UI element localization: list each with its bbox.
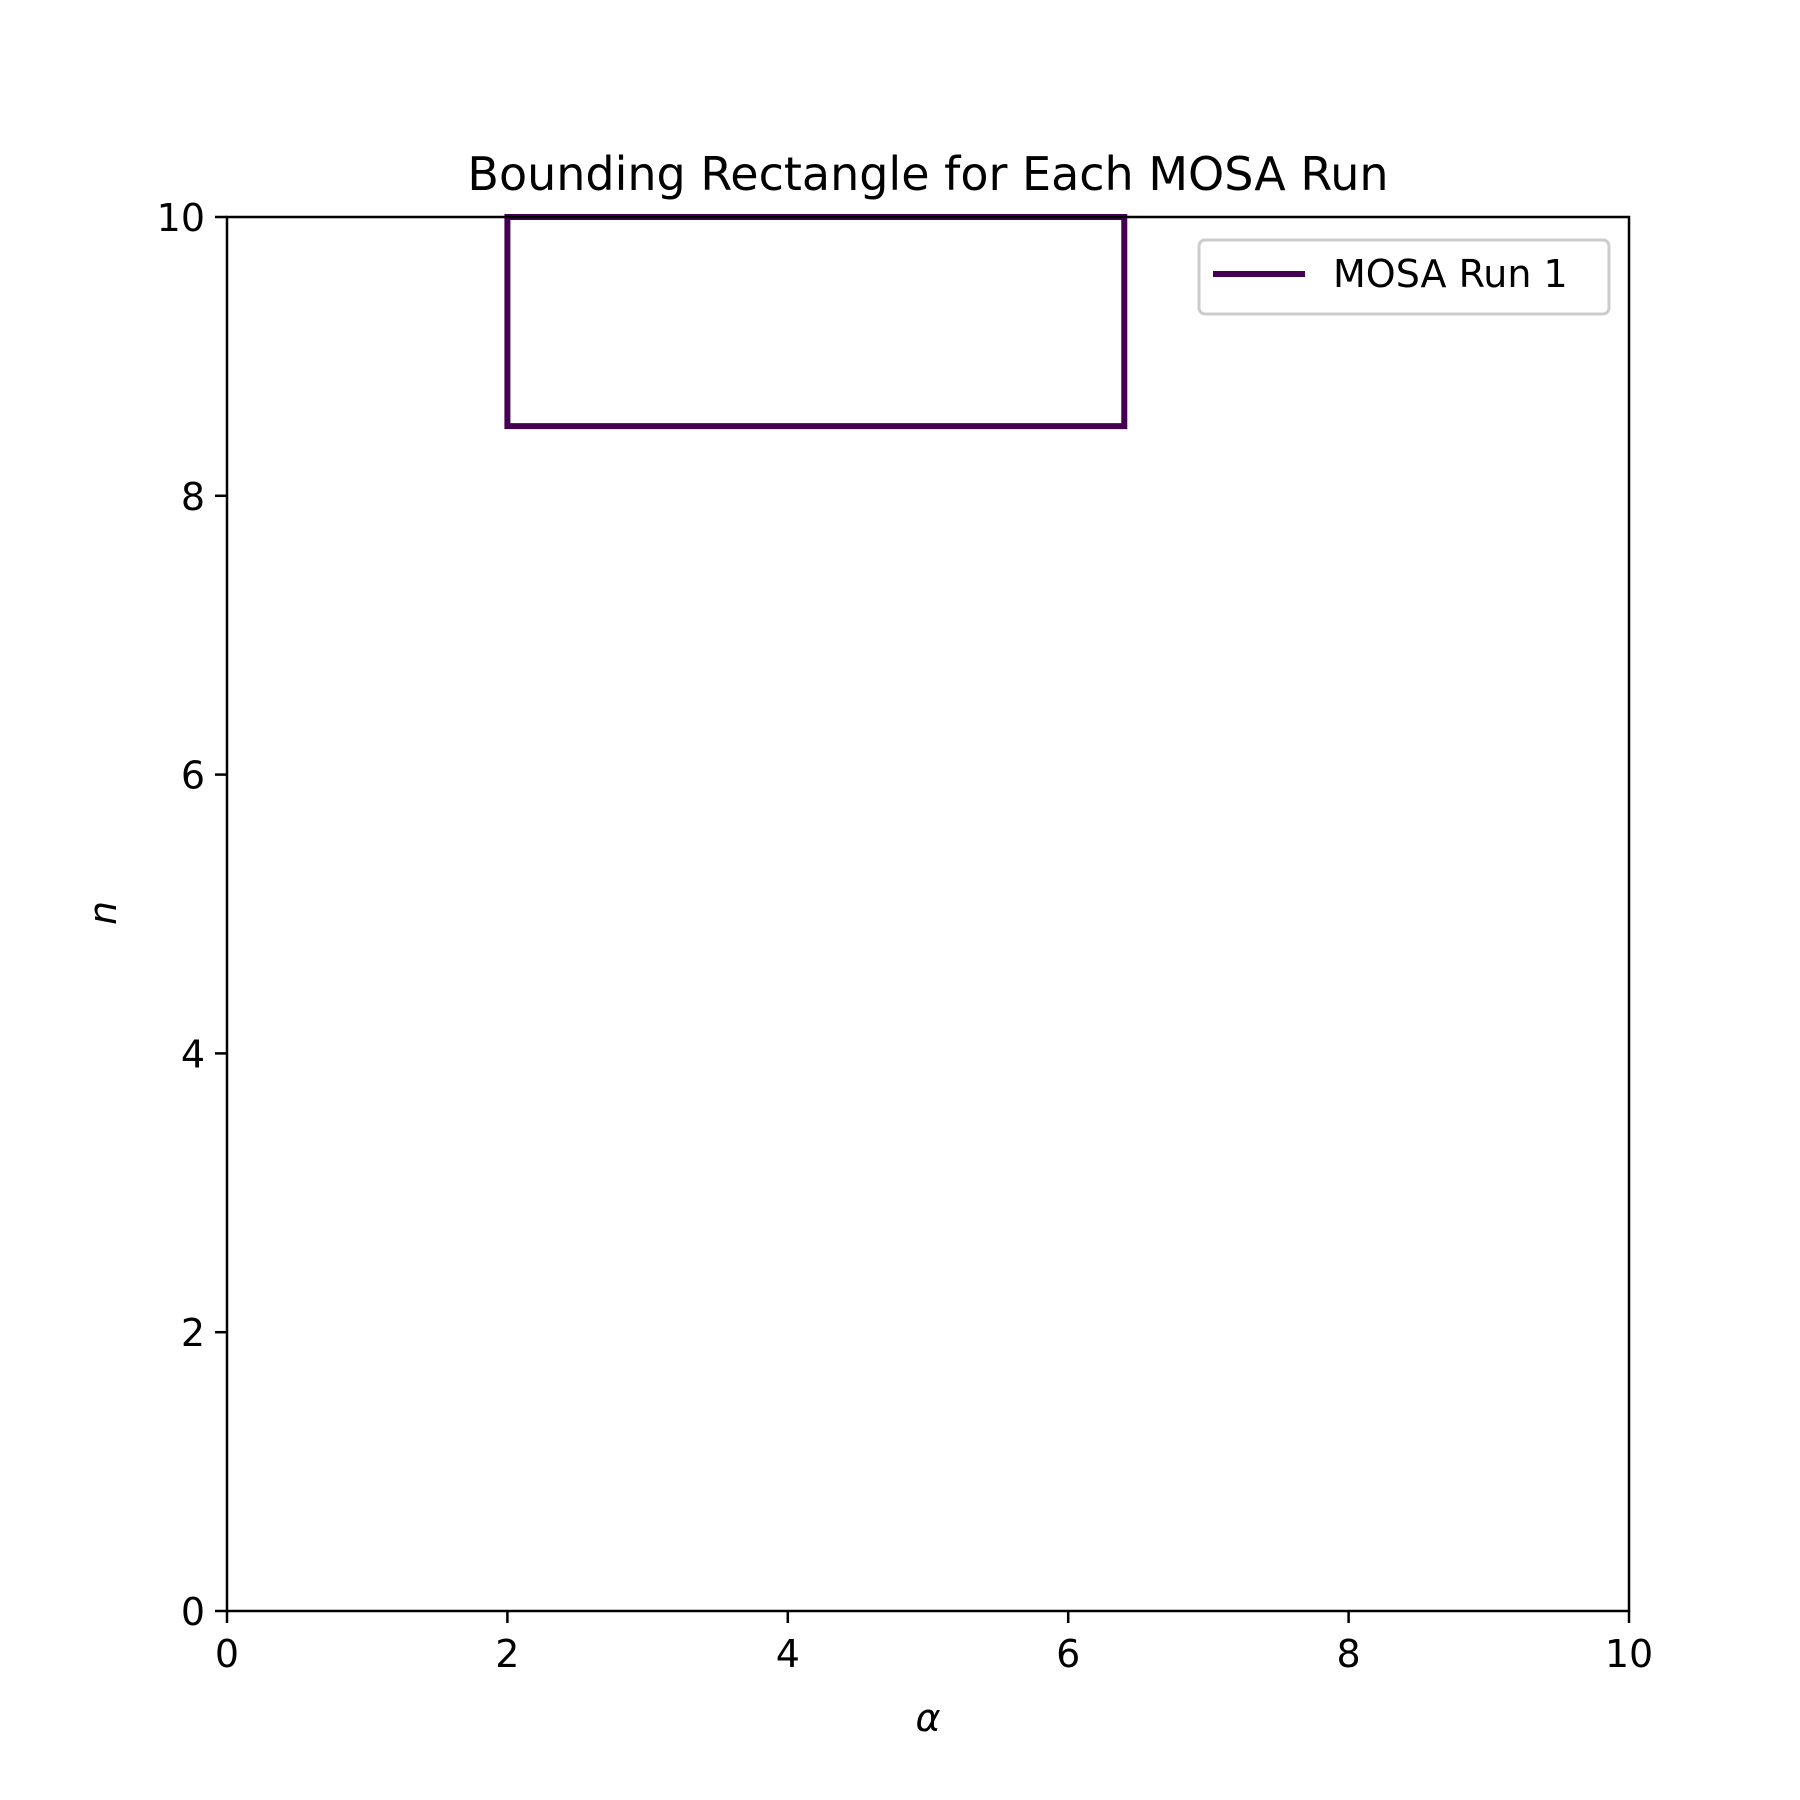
y-tick-label: 10: [157, 196, 205, 240]
axes-frame: [225, 215, 1631, 1613]
x-tick-label: 2: [495, 1632, 519, 1676]
y-tick-label: 6: [181, 754, 205, 798]
legend-frame: [1197, 238, 1611, 316]
x-axis-label: α: [915, 1696, 940, 1740]
y-axis-label: n: [81, 901, 125, 925]
chart-title: Bounding Rectangle for Each MOSA Run: [467, 147, 1388, 201]
x-tick-label: 6: [1056, 1632, 1080, 1676]
y-axis-ticks: 0 2 4 6 8 10: [157, 196, 227, 1634]
y-tick-label: 4: [181, 1032, 205, 1076]
x-axis-ticks: 0 2 4 6 8 10: [215, 1611, 1653, 1676]
x-tick-label: 10: [1605, 1632, 1653, 1676]
legend: MOSA Run 1: [1197, 238, 1611, 316]
plot-area: [225, 214, 1631, 1613]
legend-label-mosa-run-1: MOSA Run 1: [1333, 252, 1568, 296]
y-tick-label: 8: [181, 475, 205, 519]
x-tick-label: 8: [1337, 1632, 1361, 1676]
y-tick-label: 0: [181, 1590, 205, 1634]
x-tick-label: 0: [215, 1632, 239, 1676]
y-tick-label: 2: [181, 1311, 205, 1355]
x-tick-label: 4: [776, 1632, 800, 1676]
